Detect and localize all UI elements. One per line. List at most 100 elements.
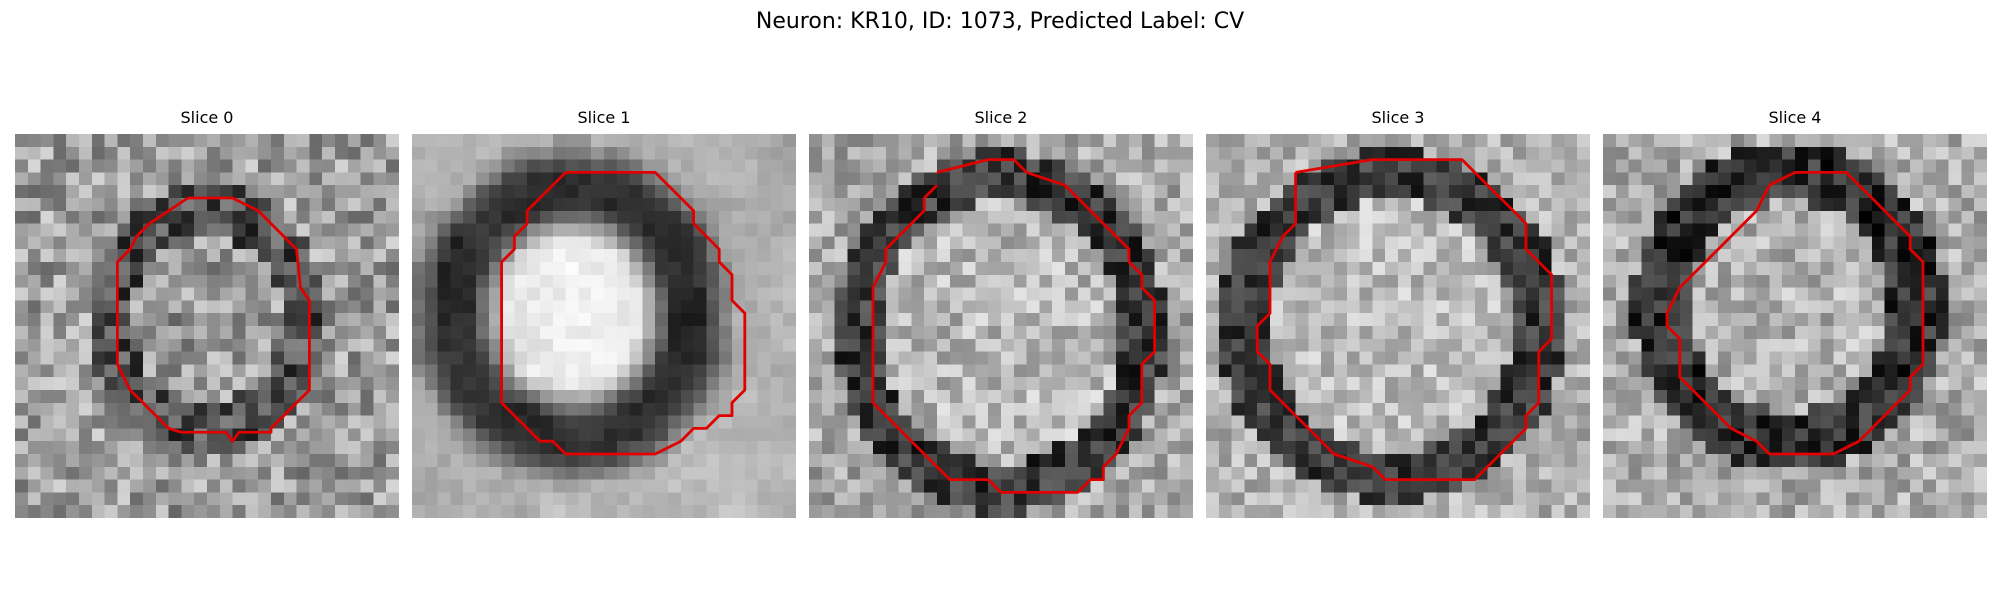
image-pixel: [1551, 198, 1565, 212]
image-pixel: [194, 492, 208, 506]
image-pixel: [245, 454, 259, 468]
image-pixel: [1884, 479, 1898, 493]
segmentation-contour: [500, 170, 747, 456]
image-pixel: [1859, 172, 1873, 186]
image-pixel: [1564, 402, 1578, 416]
image-pixel: [40, 172, 54, 186]
image-pixel: [1974, 326, 1987, 340]
image-pixel: [1603, 492, 1617, 506]
image-pixel: [1244, 402, 1258, 416]
image-pixel: [386, 377, 399, 391]
image-pixel: [53, 492, 67, 506]
image-pixel: [386, 159, 399, 173]
image-pixel: [744, 441, 758, 455]
image-pixel: [1961, 428, 1975, 442]
image-pixel: [335, 300, 349, 314]
image-pixel: [1282, 172, 1296, 186]
image-pixel: [1077, 441, 1091, 455]
image-pixel: [258, 287, 272, 301]
image-pixel: [232, 402, 246, 416]
image-pixel: [1065, 249, 1079, 263]
image-pixel: [1948, 313, 1962, 327]
image-pixel: [937, 146, 951, 160]
image-pixel: [1667, 364, 1681, 378]
image-pixel: [1487, 236, 1501, 250]
image-pixel: [514, 454, 528, 468]
image-pixel: [1359, 428, 1373, 442]
image-pixel: [360, 466, 374, 480]
image-pixel: [1756, 146, 1770, 160]
image-pixel: [1705, 441, 1719, 455]
image-pixel: [924, 274, 938, 288]
image-pixel: [1705, 210, 1719, 224]
image-pixel: [1052, 479, 1066, 493]
image-pixel: [744, 377, 758, 391]
image-pixel: [117, 364, 131, 378]
image-pixel: [271, 364, 285, 378]
image-pixel: [975, 326, 989, 340]
image-pixel: [1244, 287, 1258, 301]
image-pixel: [143, 159, 157, 173]
image-pixel: [1935, 479, 1949, 493]
image-pixel: [719, 338, 733, 352]
image-pixel: [1897, 210, 1911, 224]
image-pixel: [309, 415, 323, 429]
image-pixel: [1538, 351, 1552, 365]
image-pixel: [1270, 172, 1284, 186]
image-pixel: [860, 466, 874, 480]
image-pixel: [1372, 479, 1386, 493]
image-pixel: [1077, 313, 1091, 327]
image-pixel: [130, 262, 144, 276]
image-pixel: [1974, 146, 1987, 160]
image-pixel: [821, 287, 835, 301]
image-pixel: [1462, 300, 1476, 314]
image-pixel: [962, 364, 976, 378]
image-pixel: [155, 287, 169, 301]
image-pixel: [860, 428, 874, 442]
image-pixel: [104, 428, 118, 442]
image-pixel: [1065, 454, 1079, 468]
image-pixel: [719, 274, 733, 288]
image-pixel: [1282, 479, 1296, 493]
image-pixel: [271, 134, 285, 148]
slice-image: [15, 134, 399, 518]
image-pixel: [1667, 249, 1681, 263]
image-pixel: [1935, 210, 1949, 224]
image-pixel: [283, 210, 297, 224]
image-pixel: [1820, 146, 1834, 160]
image-pixel: [437, 223, 451, 237]
image-pixel: [245, 223, 259, 237]
image-pixel: [501, 198, 515, 212]
image-pixel: [1538, 454, 1552, 468]
image-pixel: [1257, 428, 1271, 442]
image-pixel: [616, 390, 630, 404]
image-pixel: [1692, 351, 1706, 365]
image-pixel: [1743, 454, 1757, 468]
image-pixel: [552, 364, 566, 378]
image-pixel: [143, 326, 157, 340]
image-pixel: [1206, 351, 1220, 365]
image-pixel: [1257, 210, 1271, 224]
image-pixel: [1961, 236, 1975, 250]
image-pixel: [181, 134, 195, 148]
image-pixel: [1474, 351, 1488, 365]
image-pixel: [1372, 377, 1386, 391]
image-pixel: [1206, 377, 1220, 391]
image-pixel: [1462, 274, 1476, 288]
image-pixel: [1462, 185, 1476, 199]
image-pixel: [1154, 300, 1168, 314]
image-pixel: [1449, 505, 1463, 518]
image-pixel: [1833, 159, 1847, 173]
image-pixel: [66, 300, 80, 314]
image-pixel: [540, 134, 554, 148]
image-pixel: [757, 262, 771, 276]
image-pixel: [1154, 236, 1168, 250]
image-pixel: [1910, 300, 1924, 314]
image-pixel: [1731, 300, 1745, 314]
image-pixel: [1206, 338, 1220, 352]
image-pixel: [1321, 351, 1335, 365]
image-pixel: [1923, 172, 1937, 186]
image-pixel: [1846, 479, 1860, 493]
image-pixel: [1282, 377, 1296, 391]
image-pixel: [1923, 441, 1937, 455]
